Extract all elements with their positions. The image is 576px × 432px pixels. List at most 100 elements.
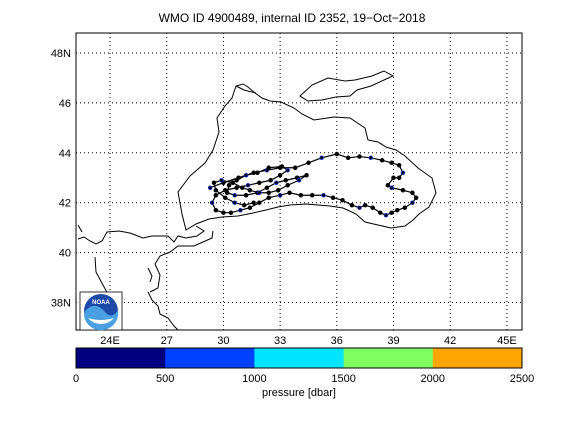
profile-point — [330, 195, 336, 200]
profile-point — [389, 185, 394, 190]
profile-point — [357, 154, 362, 159]
profile-point — [370, 205, 375, 210]
profile-point — [213, 187, 219, 193]
profile-point — [232, 192, 237, 198]
profile-point — [400, 170, 406, 176]
lon-tick-label: 36 — [331, 335, 343, 347]
profile-point — [319, 155, 324, 161]
profile-point — [287, 190, 292, 195]
profile-point — [277, 192, 283, 198]
profile-point — [211, 180, 217, 185]
profile-point — [413, 195, 419, 200]
profile-point — [257, 180, 262, 185]
profile-point — [396, 175, 402, 181]
profile-point — [383, 212, 389, 218]
profile-point — [257, 190, 262, 195]
lon-tick-label: 39 — [387, 335, 399, 347]
profile-point — [243, 192, 249, 198]
profile-point — [230, 180, 236, 185]
coastline — [77, 70, 437, 331]
profile-point — [292, 165, 298, 171]
profile-point — [264, 185, 270, 190]
lon-tick-label: 42 — [444, 335, 456, 347]
profile-point — [221, 210, 226, 215]
colorbar: 0 500 1000 1500 2000 2500 pressure [dbar] — [73, 347, 534, 399]
colorbar-tick-label: 2000 — [421, 373, 445, 385]
profile-point — [389, 210, 394, 215]
profile-point — [410, 200, 415, 205]
colorbar-tick-label: 2500 — [510, 373, 534, 385]
lat-tick-label: 48N — [51, 48, 71, 60]
profile-point — [251, 170, 256, 176]
profile-point — [241, 202, 247, 208]
profile-point — [368, 155, 374, 161]
profile-point — [285, 182, 290, 188]
colorbar-tick-label: 500 — [156, 373, 174, 385]
profile-point — [209, 200, 215, 205]
profile-point — [378, 210, 383, 215]
profile-point — [279, 164, 285, 169]
profile-point — [340, 197, 345, 203]
colorbar-tick-label: 0 — [73, 373, 79, 385]
lat-tick-label: 46 — [59, 98, 71, 110]
profile-point — [309, 192, 315, 198]
profile-point — [255, 170, 260, 176]
lon-tick-label: 24E — [100, 335, 120, 347]
profile-point — [285, 168, 290, 173]
float-trajectory — [207, 151, 419, 218]
map-title: WMO ID 4900489, internal ID 2352, 19−Oct… — [159, 11, 426, 25]
profile-point — [274, 180, 279, 185]
colorbar-segment — [165, 348, 255, 368]
profile-point — [391, 175, 396, 181]
profile-point — [266, 195, 272, 200]
profile-point — [357, 205, 362, 210]
profile-point — [402, 205, 408, 210]
profile-point — [234, 185, 239, 190]
colorbar-label: pressure [dbar] — [262, 387, 336, 399]
lat-tick-label: 44 — [59, 148, 71, 160]
profile-point — [268, 178, 273, 183]
profile-point — [298, 192, 304, 198]
profile-point — [234, 178, 239, 183]
colorbar-tick-label: 1000 — [242, 373, 266, 385]
profile-point — [362, 202, 368, 208]
profile-point — [226, 182, 232, 188]
profile-point — [243, 173, 249, 178]
profile-point — [228, 210, 234, 215]
profile-point — [240, 185, 245, 190]
profile-point — [396, 163, 402, 168]
profile-point — [400, 187, 406, 193]
noaa-logo-text: NOAA — [92, 300, 110, 306]
profile-point — [345, 155, 351, 161]
profile-point — [349, 202, 355, 208]
profile-point — [219, 178, 224, 183]
profile-point — [306, 160, 311, 166]
profile-point — [266, 190, 272, 195]
profile-point — [283, 178, 289, 183]
colorbar-segment — [254, 348, 345, 368]
profile-point — [223, 195, 228, 200]
profile-point — [379, 158, 385, 163]
profile-point — [389, 160, 394, 166]
lon-tick-label: 27 — [161, 335, 173, 347]
axis-labels: 38N 40 42 44 46 48N 24E 27 30 33 36 39 42 45E — [51, 48, 517, 347]
colorbar-segment — [76, 348, 166, 368]
profile-point — [296, 178, 302, 183]
profile-point — [232, 200, 237, 205]
profile-point — [385, 182, 391, 188]
profile-point — [266, 165, 272, 171]
lon-tick-label: 33 — [274, 335, 286, 347]
lat-tick-label: 42 — [59, 198, 71, 210]
profile-point — [334, 151, 340, 157]
profile-point — [247, 187, 253, 193]
colorbar-segment — [432, 348, 523, 368]
profile-point — [247, 205, 253, 210]
profile-point — [238, 207, 243, 213]
profile-point — [251, 200, 256, 205]
profile-point — [213, 207, 219, 213]
colorbar-segment — [343, 348, 434, 368]
profile-point — [410, 190, 415, 195]
profile-point — [257, 200, 262, 205]
profile-point — [245, 182, 251, 188]
